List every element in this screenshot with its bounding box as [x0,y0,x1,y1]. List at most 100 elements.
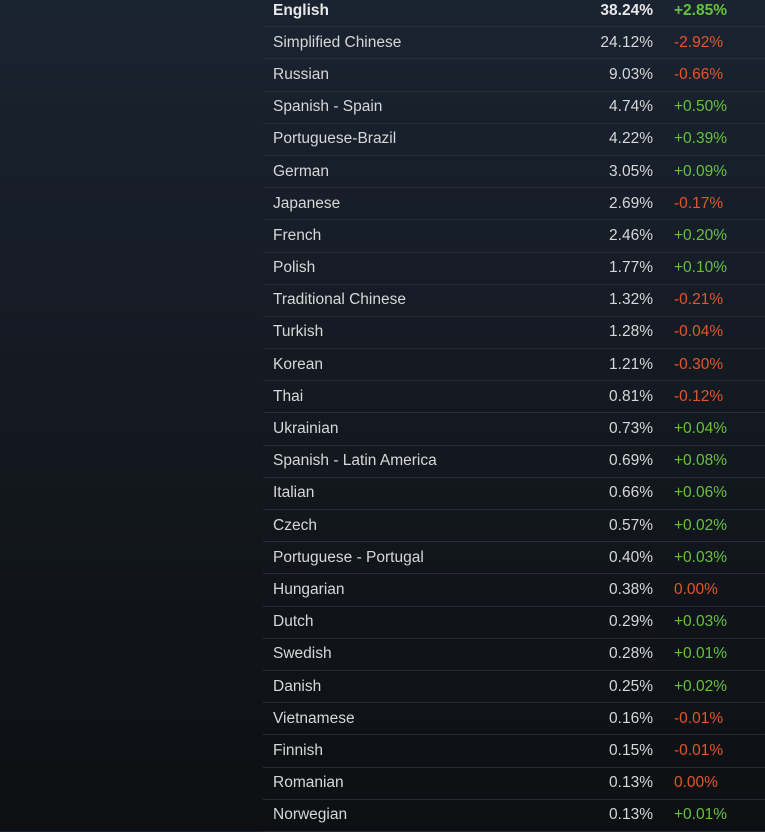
language-change: -0.21% [674,291,724,309]
language-name: Simplified Chinese [273,33,402,51]
language-share: 2.46% [609,226,653,244]
language-name: Spanish - Latin America [273,452,437,470]
language-name: Korean [273,355,323,373]
language-change: +0.10% [674,259,728,277]
language-name: German [273,162,329,180]
language-change: +0.09% [674,162,728,180]
language-change: -0.12% [674,387,724,405]
language-share: 0.38% [609,580,653,598]
language-share: 0.16% [609,709,653,727]
language-change: -0.01% [674,741,724,759]
language-name: Vietnamese [273,709,355,727]
language-share: 1.77% [609,259,653,277]
table-row: Italian 0.66% +0.06% [263,478,765,510]
language-change: +0.04% [674,420,728,438]
language-name: Danish [273,677,322,695]
language-change: +0.01% [674,645,728,663]
table-row: Japanese 2.69% -0.17% [263,188,765,221]
language-share: 1.21% [609,355,653,373]
table-row: Romanian 0.13% 0.00% [263,768,765,800]
language-name: Romanian [273,774,344,792]
table-row: Spanish - Latin America 0.69% +0.08% [263,446,765,478]
language-share: 4.22% [609,130,653,148]
language-share: 24.12% [600,33,653,51]
language-change: +0.39% [674,130,728,148]
table-row: Thai 0.81% -0.12% [263,381,765,414]
language-name: Traditional Chinese [273,291,406,309]
table-row: German 3.05% +0.09% [263,156,765,189]
language-name: Italian [273,484,315,502]
table-row: Ukrainian 0.73% +0.04% [263,413,765,446]
table-row: Turkish 1.28% -0.04% [263,317,765,350]
language-change: +0.03% [674,613,728,631]
table-row: Portuguese-Brazil 4.22% +0.39% [263,124,765,156]
language-share: 0.28% [609,645,653,663]
language-change: +0.02% [674,516,728,534]
language-change: +0.08% [674,452,728,470]
language-change: +2.85% [674,1,728,19]
language-share: 0.66% [609,484,653,502]
language-change: 0.00% [674,774,718,792]
language-change: -2.92% [674,33,724,51]
table-row: Czech 0.57% +0.02% [263,510,765,543]
table-row: Polish 1.77% +0.10% [263,253,765,285]
language-share: 1.28% [609,323,653,341]
language-name: Ukrainian [273,420,339,438]
language-stats-table: English 38.24% +2.85% Simplified Chinese 24.… [263,0,765,832]
language-share: 0.13% [609,806,653,824]
table-row: Spanish - Spain 4.74% +0.50% [263,92,765,124]
language-name: Dutch [273,613,314,631]
language-change: +0.03% [674,548,728,566]
language-change: +0.50% [674,98,728,116]
language-name: Norwegian [273,806,348,824]
table-row: Danish 0.25% +0.02% [263,671,765,704]
language-share: 0.81% [609,387,653,405]
language-name: Japanese [273,194,341,212]
language-share: 0.69% [609,452,653,470]
table-row: Traditional Chinese 1.32% -0.21% [263,285,765,317]
language-change: -0.17% [674,194,724,212]
language-share: 0.29% [609,613,653,631]
language-name: Portuguese - Portugal [273,548,424,566]
language-share: 2.69% [609,194,653,212]
table-row: Swedish 0.28% +0.01% [263,639,765,671]
language-name: Finnish [273,741,323,759]
language-change: 0.00% [674,580,718,598]
language-name: Spanish - Spain [273,98,383,116]
language-share: 0.73% [609,420,653,438]
language-share: 0.57% [609,516,653,534]
language-change: -0.30% [674,355,724,373]
language-name: Portuguese-Brazil [273,130,397,148]
language-name: French [273,226,322,244]
table-row: Simplified Chinese 24.12% -2.92% [263,27,765,60]
language-share: 0.25% [609,677,653,695]
table-row: Hungarian 0.38% 0.00% [263,574,765,607]
language-change: +0.20% [674,226,728,244]
language-share: 9.03% [609,65,653,83]
language-name: Swedish [273,645,332,663]
language-change: -0.04% [674,323,724,341]
table-row: Vietnamese 0.16% -0.01% [263,703,765,736]
language-share: 4.74% [609,98,653,116]
language-name: Czech [273,516,317,534]
table-row: Norwegian 0.13% +0.01% [263,800,765,832]
table-row: French 2.46% +0.20% [263,220,765,253]
language-share: 0.13% [609,774,653,792]
language-name: Hungarian [273,580,345,598]
language-share: 1.32% [609,291,653,309]
language-share: 0.15% [609,741,653,759]
table-row: Korean 1.21% -0.30% [263,349,765,382]
table-row: Portuguese - Portugal 0.40% +0.03% [263,542,765,575]
table-row: Dutch 0.29% +0.03% [263,607,765,639]
language-change: +0.06% [674,484,728,502]
language-name: Turkish [273,323,324,341]
language-change: +0.02% [674,677,728,695]
language-share: 0.40% [609,548,653,566]
language-change: -0.66% [674,65,724,83]
language-change: -0.01% [674,709,724,727]
table-row: English 38.24% +2.85% [263,0,765,28]
table-row: Russian 9.03% -0.66% [263,59,765,92]
table-row: Finnish 0.15% -0.01% [263,735,765,768]
language-share: 38.24% [600,1,653,19]
language-share: 3.05% [609,162,653,180]
